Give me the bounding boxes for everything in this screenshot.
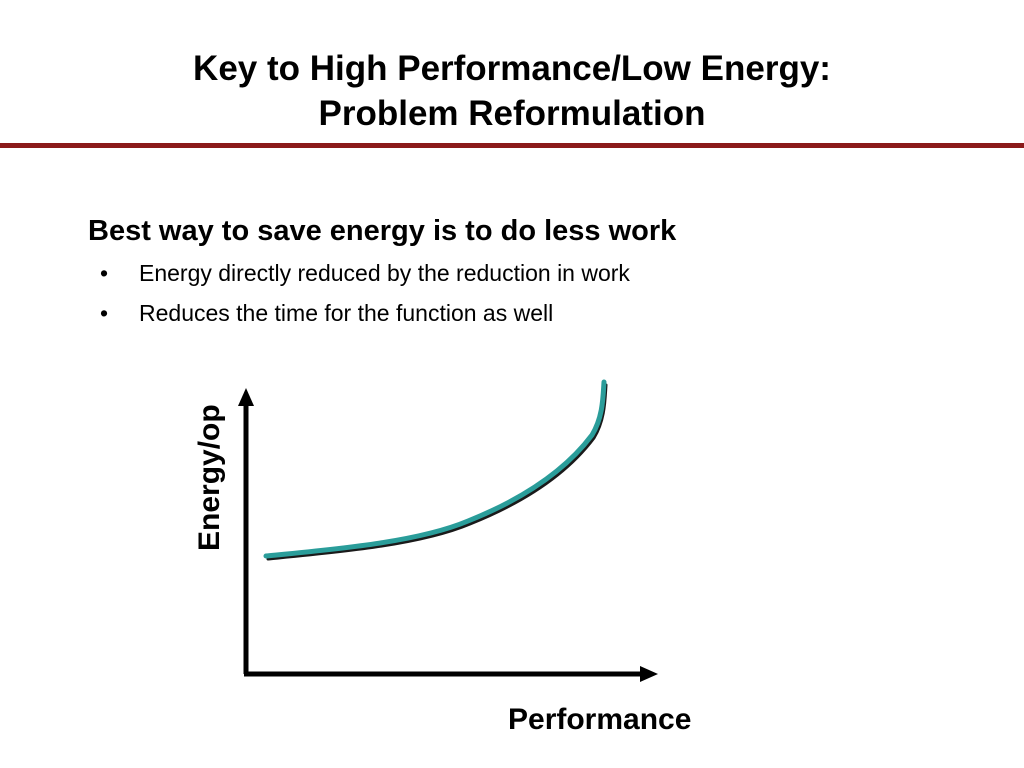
x-axis-arrowhead-icon — [640, 666, 658, 682]
y-axis-label: Energy/op — [193, 404, 226, 551]
bullet-text: Reduces the time for the function as wel… — [139, 300, 554, 326]
energy-curve-shadow — [266, 383, 608, 561]
bullet-text: Energy directly reduced by the reduction… — [139, 260, 630, 286]
bullet-dot-icon: • — [100, 260, 109, 286]
x-axis-label: Performance — [508, 703, 691, 736]
slide-title-line-2: Problem Reformulation — [318, 94, 706, 133]
energy-curve — [263, 379, 607, 559]
title-divider — [0, 143, 1024, 148]
main-point-heading: Best way to save energy is to do less wo… — [88, 215, 677, 247]
y-axis-arrowhead-icon — [238, 388, 254, 406]
slide-title: Key to High Performance/Low Energy: Prob… — [0, 46, 1024, 136]
slide-title-line-1: Key to High Performance/Low Energy: — [193, 49, 831, 88]
bullet-dot-icon: • — [100, 300, 109, 326]
